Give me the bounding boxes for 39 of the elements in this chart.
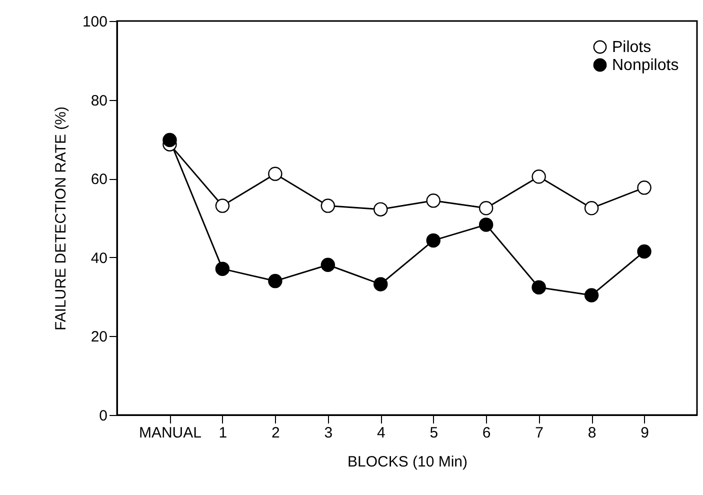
x-tick-label: 7	[535, 424, 544, 442]
point	[584, 288, 599, 302]
x-tick-label: 8	[588, 424, 596, 442]
x-tick-label: 4	[376, 424, 386, 442]
x-tick-label: 5	[430, 424, 438, 442]
point	[426, 194, 440, 208]
point	[374, 202, 388, 216]
x-tick-label: 1	[218, 424, 228, 442]
x-tick-label: 9	[640, 424, 649, 442]
point	[268, 274, 282, 288]
point	[215, 262, 230, 276]
y-tick-label: 20	[90, 328, 108, 346]
y-tick-label: 80	[90, 92, 108, 110]
point	[478, 218, 494, 232]
point	[162, 132, 177, 148]
point	[320, 198, 336, 213]
x-tick-label: 2	[272, 424, 280, 442]
point	[532, 280, 546, 294]
point	[637, 244, 652, 259]
y-tick-label: 40	[90, 250, 108, 267]
y-tick-label: 0	[99, 408, 108, 424]
legend-label: Pilots	[612, 39, 652, 56]
legend-label: Nonpilots	[612, 57, 679, 74]
y-tick-label: 60	[90, 171, 108, 188]
x-tick-label: MANUAL	[138, 424, 202, 442]
x-tick-label: 3	[324, 424, 333, 442]
point	[584, 201, 599, 216]
y-axis-title: FAILURE DETECTION RATE (%)	[52, 106, 70, 330]
point	[637, 180, 652, 195]
point	[478, 201, 494, 216]
point	[215, 198, 230, 213]
point	[320, 258, 336, 272]
y-tick-label: 100	[82, 14, 108, 30]
point	[426, 233, 440, 248]
point	[532, 170, 546, 184]
point	[268, 166, 282, 181]
point	[374, 277, 388, 292]
x-axis-title: BLOCKS (10 Min)	[347, 454, 468, 470]
x-tick-label: 6	[482, 424, 491, 442]
